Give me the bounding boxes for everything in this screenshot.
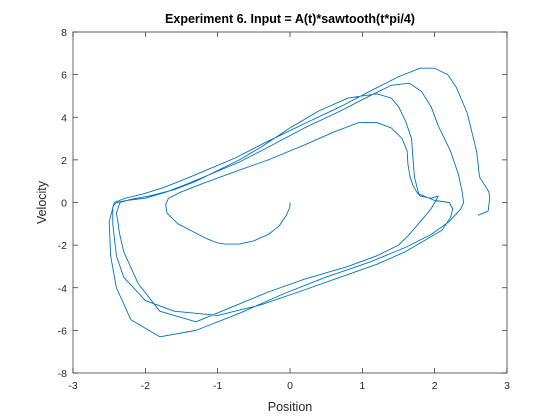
y-tick-label: 4: [61, 112, 67, 124]
x-axis: -3 -2 -1 0 1 2 3: [68, 32, 510, 392]
x-tick-label: -1: [213, 380, 222, 392]
series-layer: [108, 67, 491, 338]
y-tick-label: 6: [61, 70, 67, 82]
chart-title: Experiment 6. Input = A(t)*sawtooth(t*pi…: [165, 12, 415, 26]
y-tick-label: 8: [61, 27, 67, 39]
y-tick-label: -4: [58, 283, 67, 295]
x-tick-label: 2: [432, 380, 438, 392]
x-tick-label: 1: [359, 380, 365, 392]
y-tick-label: 0: [61, 198, 67, 210]
x-tick-label: -2: [141, 380, 150, 392]
x-tick-label: 3: [504, 380, 510, 392]
y-axis-label: Velocity: [35, 180, 49, 224]
y-tick-label: 2: [61, 155, 67, 167]
x-tick-label: -3: [68, 380, 77, 392]
y-tick-label: -2: [58, 240, 67, 252]
y-axis: -8 -6 -4 -2 0 2 4 6 8: [58, 27, 507, 380]
series-line-1: [108, 67, 491, 338]
x-tick-label: 0: [287, 380, 293, 392]
y-tick-label: -6: [58, 325, 67, 337]
y-tick-label: -8: [58, 368, 67, 380]
x-axis-label: Position: [268, 400, 313, 414]
